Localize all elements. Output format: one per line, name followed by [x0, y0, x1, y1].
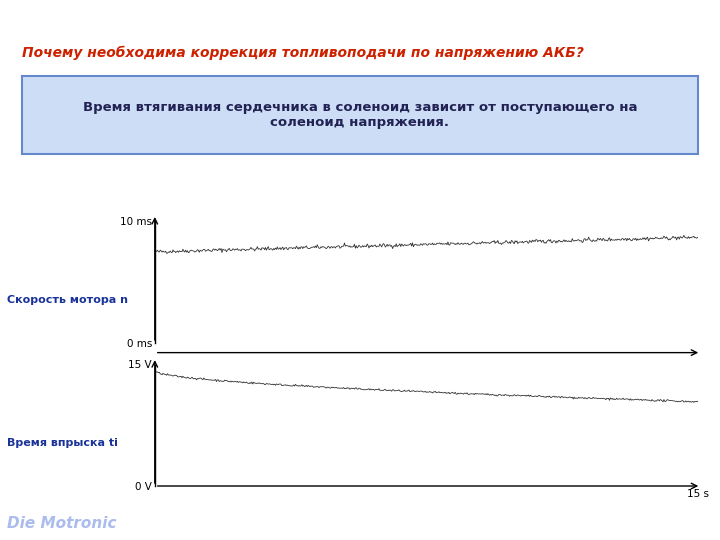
Text: Скорость мотора n: Скорость мотора n — [7, 295, 128, 306]
Text: Время втягивания сердечника в соленоид зависит от поступающего на
соленоид напря: Время втягивания сердечника в соленоид з… — [83, 101, 637, 129]
Text: Почему необходима коррекция топливоподачи по напряжению АКБ?: Почему необходима коррекция топливоподач… — [22, 46, 583, 60]
Text: Время впрыска ti: Время впрыска ti — [7, 438, 118, 449]
Text: Die Motronic: Die Motronic — [7, 516, 117, 531]
Text: 83: 83 — [688, 516, 709, 531]
Text: Anpassung der Grundeinspritzzeit an wechselnde Bordspannungen: Anpassung der Grundeinspritzzeit an wech… — [7, 8, 562, 23]
